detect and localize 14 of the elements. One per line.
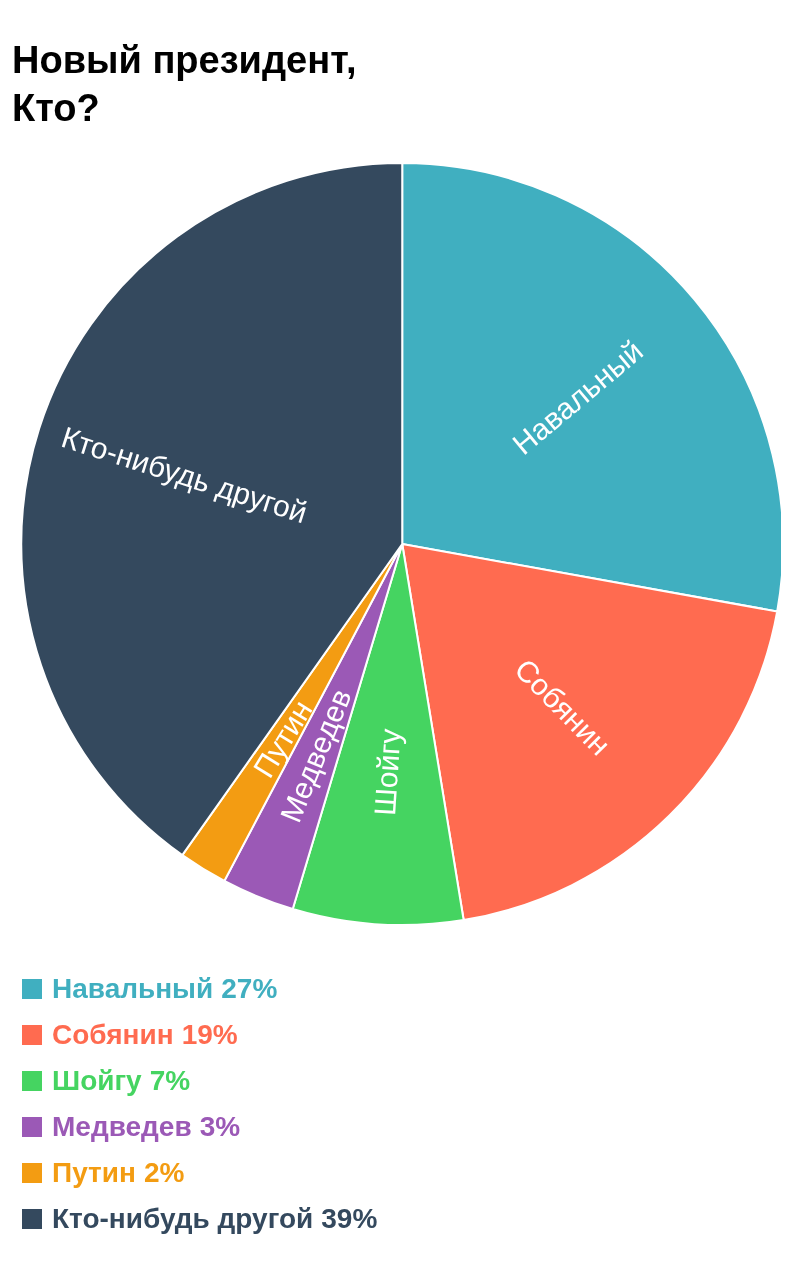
data-label: 39% <box>321 1203 378 1235</box>
data-label: 7% <box>149 1065 191 1097</box>
legend-label: Кто-нибудь другой <box>52 1203 314 1235</box>
legend-label: Путин <box>52 1157 136 1189</box>
data-label: 3% <box>199 1111 241 1143</box>
legend-label: Шойгу <box>52 1065 142 1097</box>
legend-label: Собянин <box>52 1019 174 1051</box>
data-label: 2% <box>143 1157 185 1189</box>
chart-title: Новый президент, Кто? <box>12 38 358 131</box>
legend-label: Медведев <box>52 1111 192 1143</box>
legend-label: Навальный <box>52 973 214 1005</box>
data-label: 19% <box>181 1019 238 1051</box>
data-label: 27% <box>221 973 278 1005</box>
slice-label: Шойгу <box>368 727 407 817</box>
